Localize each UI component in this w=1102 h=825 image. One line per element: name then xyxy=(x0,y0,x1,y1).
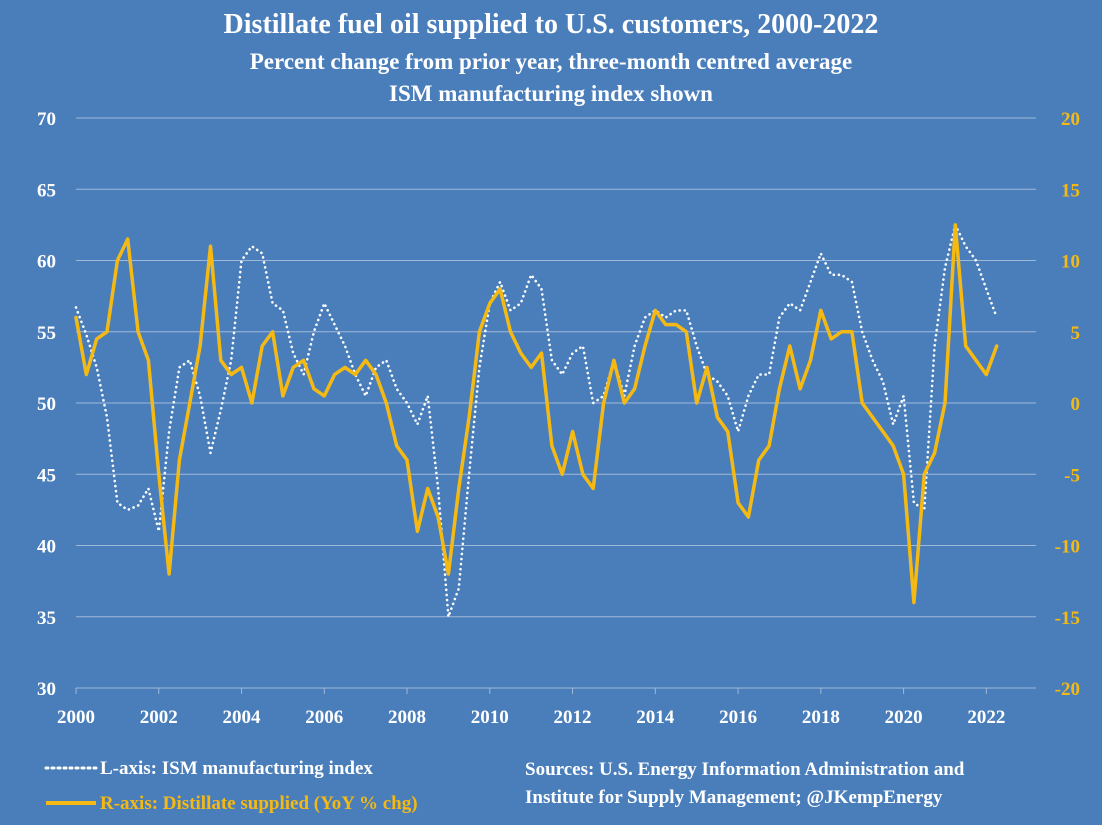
y-right-tick-label: 20 xyxy=(1061,109,1080,130)
source-line-1: Sources: U.S. Energy Information Adminis… xyxy=(525,759,965,780)
series-line-ism xyxy=(74,223,998,619)
x-tick-label: 2000 xyxy=(57,707,95,728)
legend: L-axis: ISM manufacturing index R-axis: … xyxy=(44,758,418,814)
y-right-tick-label: -15 xyxy=(1055,608,1080,629)
x-tick-label: 2012 xyxy=(554,707,592,728)
legend-label-distillate: R-axis: Distillate supplied (YoY % chg) xyxy=(100,793,418,814)
y-left-tick-label: 50 xyxy=(37,394,56,415)
y-left-tick-label: 55 xyxy=(37,323,56,344)
y-left-tick-label: 35 xyxy=(37,608,56,629)
x-tick-label: 2018 xyxy=(802,707,840,728)
series-line-distillate xyxy=(74,223,999,605)
x-tick-label: 2008 xyxy=(388,707,426,728)
x-axis-ticks: 2000 2002 2004 2006 2008 2010 2012 2014 2016 2018… xyxy=(57,688,1005,728)
x-tick-label: 2006 xyxy=(305,707,343,728)
legend-label-ism: L-axis: ISM manufacturing index xyxy=(100,758,373,779)
y-left-tick-label: 30 xyxy=(37,679,56,700)
y-left-tick-label: 40 xyxy=(37,537,56,558)
left-axis-ticks: 30 35 40 45 50 55 60 65 70 xyxy=(37,109,56,700)
x-tick-label: 2004 xyxy=(223,707,262,728)
chart-subtitle-2: ISM manufacturing index shown xyxy=(389,81,713,106)
y-right-tick-label: 15 xyxy=(1061,180,1080,201)
x-tick-label: 2016 xyxy=(719,707,757,728)
chart-subtitle-1: Percent change from prior year, three-mo… xyxy=(250,49,853,74)
y-right-tick-label: 5 xyxy=(1071,323,1081,344)
x-tick-label: 2002 xyxy=(140,707,178,728)
y-right-tick-label: -10 xyxy=(1055,537,1080,558)
x-tick-label: 2014 xyxy=(636,707,675,728)
x-tick-label: 2020 xyxy=(885,707,923,728)
gridlines xyxy=(76,117,1036,618)
x-tick-label: 2022 xyxy=(967,707,1005,728)
y-right-tick-label: -5 xyxy=(1064,465,1080,486)
right-axis-ticks: -20 -15 -10 -5 0 5 10 15 20 xyxy=(1055,109,1080,700)
y-right-tick-label: 0 xyxy=(1071,394,1081,415)
y-right-tick-label: 10 xyxy=(1061,252,1080,273)
y-right-tick-label: -20 xyxy=(1055,679,1080,700)
chart-title: Distillate fuel oil supplied to U.S. cus… xyxy=(224,9,879,40)
source-line-2: Institute for Supply Management; @JKempE… xyxy=(525,787,943,808)
y-left-tick-label: 60 xyxy=(37,252,56,273)
y-left-tick-label: 70 xyxy=(37,109,56,130)
y-left-tick-label: 45 xyxy=(37,465,56,486)
x-tick-label: 2010 xyxy=(471,707,509,728)
series-layer xyxy=(74,223,999,619)
y-left-tick-label: 65 xyxy=(37,180,56,201)
